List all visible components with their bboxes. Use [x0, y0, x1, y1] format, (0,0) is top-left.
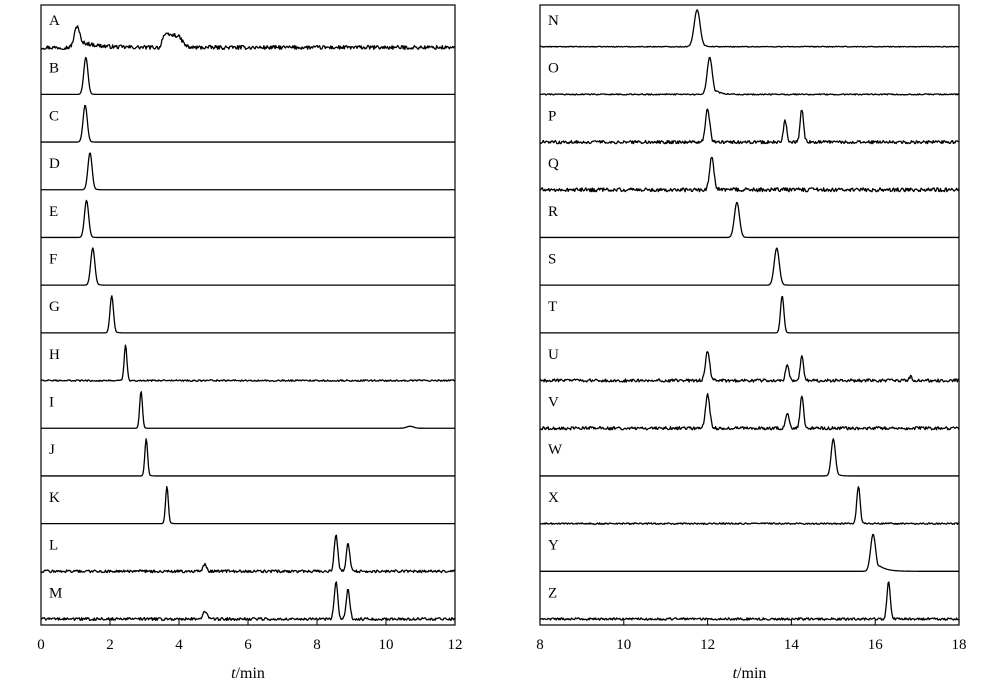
x-axis-label: t/min [733, 665, 767, 682]
trace-label-o: O [548, 61, 559, 77]
x-tick-label: 10 [616, 637, 631, 653]
x-tick-label: 12 [448, 637, 463, 653]
trace-label-r: R [548, 204, 558, 220]
trace-m [40, 581, 456, 622]
x-tick-label: 12 [700, 637, 715, 653]
trace-label-d: D [49, 156, 60, 172]
trace-d [41, 152, 455, 191]
x-tick-label: 14 [784, 637, 800, 653]
trace-p [539, 108, 960, 145]
trace-label-x: X [548, 490, 559, 506]
x-axis-label-unit: /min [737, 665, 766, 682]
trace-b [41, 56, 455, 96]
trace-z [539, 581, 960, 621]
x-tick-label: 6 [244, 637, 252, 653]
x-tick-label: 8 [536, 637, 544, 653]
trace-label-h: H [49, 347, 60, 363]
trace-x [539, 486, 960, 526]
trace-label-g: G [49, 299, 60, 315]
plot-frame [40, 4, 456, 626]
x-tick-label: 10 [379, 637, 394, 653]
trace-n [539, 9, 960, 48]
trace-u [539, 351, 960, 383]
trace-y [540, 533, 959, 572]
trace-label-z: Z [548, 585, 557, 601]
trace-l [40, 534, 456, 574]
trace-label-t: T [548, 299, 557, 315]
trace-a [40, 25, 456, 51]
trace-label-j: J [49, 442, 55, 458]
x-tick-label: 2 [106, 637, 114, 653]
trace-label-c: C [49, 108, 59, 124]
trace-label-p: P [548, 108, 556, 124]
trace-e [41, 199, 455, 239]
trace-f [41, 247, 455, 286]
trace-r [540, 201, 959, 239]
trace-label-k: K [49, 490, 60, 506]
x-tick-label: 8 [313, 637, 321, 653]
trace-v [539, 393, 960, 431]
trace-label-s: S [548, 251, 556, 267]
trace-label-n: N [548, 13, 559, 29]
trace-h [40, 344, 456, 382]
trace-label-w: W [548, 442, 563, 458]
right-chart-panel: 8 10 12 14 16 18 t/min N O P Q R S T U V W X Y Z [536, 4, 967, 682]
trace-w [540, 438, 959, 477]
x-tick-label: 18 [952, 637, 967, 653]
trace-i [41, 391, 455, 429]
trace-k [41, 485, 455, 525]
left-chart-panel: 0 2 4 6 8 10 12 t/min A B C D E F G H I J K L M [37, 4, 463, 682]
trace-o [539, 56, 960, 96]
x-axis-label-unit: /min [236, 665, 265, 682]
trace-g [41, 295, 455, 334]
trace-j [41, 438, 455, 477]
trace-t [540, 295, 959, 334]
trace-label-m: M [49, 585, 62, 601]
trace-label-i: I [49, 395, 54, 411]
trace-q [539, 156, 960, 193]
x-tick-label: 16 [868, 637, 884, 653]
trace-c [41, 104, 455, 143]
trace-label-y: Y [548, 538, 559, 554]
x-axis-label: t/min [231, 665, 265, 682]
x-axis-label-symbol: t [231, 665, 236, 682]
trace-label-b: B [49, 61, 59, 77]
trace-label-e: E [49, 204, 58, 220]
x-tick-label: 4 [175, 637, 183, 653]
plot-frame [539, 4, 960, 626]
x-axis-label-symbol: t [733, 665, 738, 682]
x-tick-label: 0 [37, 637, 45, 653]
trace-label-u: U [548, 347, 559, 363]
trace-label-q: Q [548, 156, 559, 172]
trace-label-v: V [548, 395, 559, 411]
trace-label-a: A [49, 13, 60, 29]
trace-s [540, 247, 959, 286]
trace-label-f: F [49, 251, 57, 267]
trace-label-l: L [49, 538, 58, 554]
